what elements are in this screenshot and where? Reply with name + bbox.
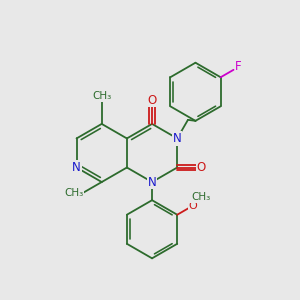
Text: F: F: [235, 60, 242, 73]
Text: CH₃: CH₃: [191, 192, 210, 203]
Text: CH₃: CH₃: [92, 91, 111, 101]
Text: CH₃: CH₃: [64, 188, 84, 198]
Text: N: N: [72, 161, 81, 174]
Text: O: O: [189, 201, 197, 211]
Text: N: N: [173, 132, 182, 145]
Text: O: O: [196, 161, 206, 174]
Text: O: O: [147, 94, 157, 106]
Text: N: N: [148, 176, 156, 188]
